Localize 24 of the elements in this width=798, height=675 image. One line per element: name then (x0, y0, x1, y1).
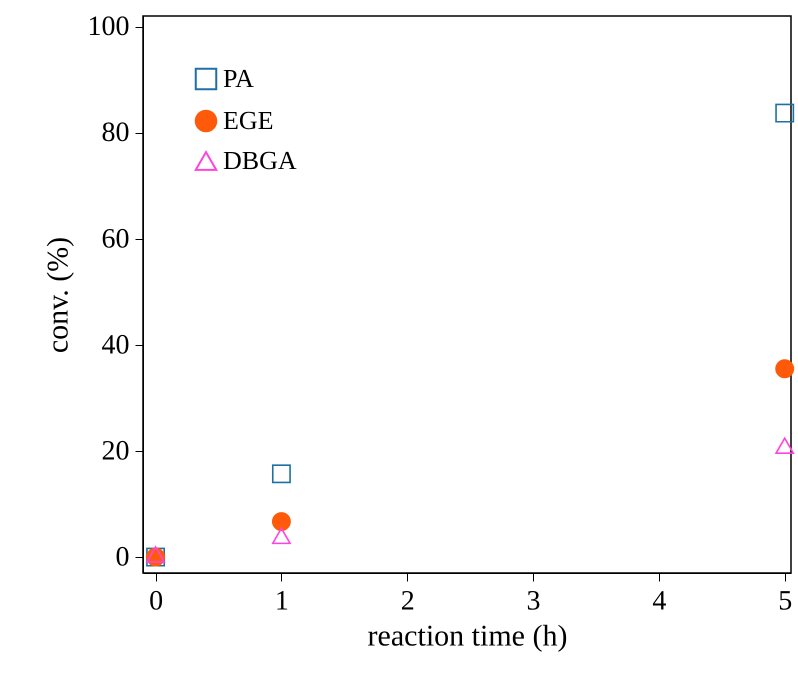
x-tick-label: 2 (400, 586, 415, 616)
y-tick-label: 80 (102, 117, 130, 148)
x-tick-label: 5 (778, 586, 792, 616)
y-tick-label: 60 (102, 223, 130, 254)
point (775, 104, 794, 123)
point (272, 528, 291, 544)
y-axis-title: conv. (%) (42, 236, 74, 354)
point (146, 546, 166, 563)
y-tick-label: 0 (116, 542, 130, 573)
legend-label: EGE (223, 106, 274, 135)
x-tick-label: 4 (652, 586, 666, 616)
point (272, 512, 291, 531)
y-tick-label: 40 (102, 329, 130, 360)
legend-label: DBGA (223, 146, 297, 175)
x-tick-label: 3 (526, 586, 541, 616)
y-tick-label: 20 (102, 435, 130, 466)
legend-label: PA (223, 64, 254, 93)
point (775, 359, 794, 378)
x-tick-label: 1 (274, 586, 289, 616)
point (272, 464, 291, 484)
point (775, 437, 794, 454)
y-tick-label: 100 (88, 11, 130, 42)
x-tick-label: 0 (149, 586, 164, 616)
x-axis-title: reaction time (h) (368, 620, 568, 652)
